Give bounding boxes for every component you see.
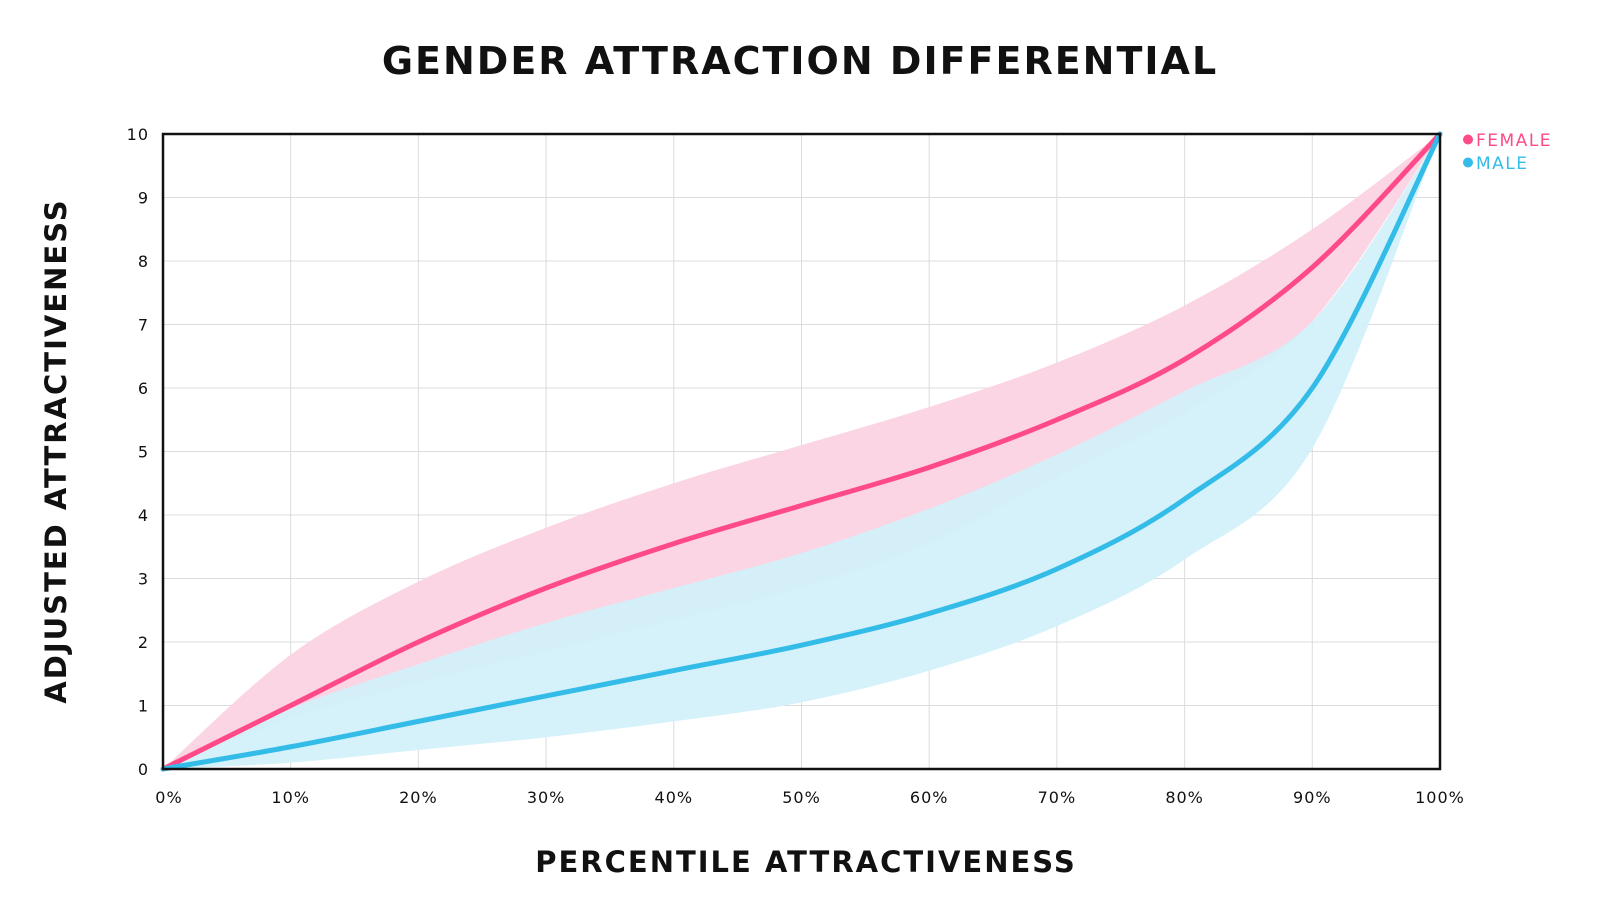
female-confidence-band xyxy=(163,134,1440,769)
y-tick-label: 2 xyxy=(138,633,149,652)
x-tick-label: 60% xyxy=(910,788,949,807)
x-tick-label: 10% xyxy=(271,788,310,807)
x-tick-label: 40% xyxy=(655,788,694,807)
y-tick-label: 7 xyxy=(138,316,149,335)
series-lines xyxy=(160,131,1443,772)
x-tick-label: 90% xyxy=(1293,788,1332,807)
y-tick-label: 6 xyxy=(138,379,149,398)
legend: FEMALE MALE xyxy=(1463,131,1552,174)
chart-title: GENDER ATTRACTION DIFFERENTIAL xyxy=(382,39,1218,83)
y-ticks: 0 1 2 3 4 5 6 7 8 9 10 xyxy=(127,125,149,779)
x-tick-label: 100% xyxy=(1415,788,1465,807)
x-ticks: 0% 10% 20% 30% 40% 50% 60% 70% 80% 90% 100% xyxy=(155,788,1465,807)
x-tick-label: 0% xyxy=(155,788,182,807)
x-axis-title: PERCENTILE ATTRACTIVENESS xyxy=(535,845,1077,879)
y-tick-label: 10 xyxy=(127,125,149,144)
x-tick-label: 70% xyxy=(1038,788,1077,807)
male-series-line xyxy=(160,131,1443,772)
x-tick-label: 50% xyxy=(782,788,821,807)
y-tick-label: 5 xyxy=(138,443,149,462)
male-confidence-band xyxy=(163,134,1440,769)
female-legend-label: FEMALE xyxy=(1476,131,1552,151)
y-axis-title: ADJUSTED ATTRACTIVENESS xyxy=(39,198,73,703)
plot-area xyxy=(161,132,1442,771)
x-tick-label: 20% xyxy=(399,788,438,807)
female-series-line xyxy=(160,131,1443,772)
y-tick-label: 9 xyxy=(138,189,149,208)
male-legend-label: MALE xyxy=(1476,154,1529,174)
y-tick-label: 4 xyxy=(138,506,149,525)
bands xyxy=(163,134,1440,769)
y-tick-label: 1 xyxy=(138,697,149,716)
y-tick-label: 0 xyxy=(138,760,149,779)
y-tick-label: 8 xyxy=(138,252,149,271)
y-tick-label: 3 xyxy=(138,570,149,589)
x-tick-label: 80% xyxy=(1165,788,1204,807)
female-legend-marker xyxy=(1463,134,1473,145)
x-tick-label: 30% xyxy=(527,788,566,807)
male-legend-marker xyxy=(1463,157,1473,168)
